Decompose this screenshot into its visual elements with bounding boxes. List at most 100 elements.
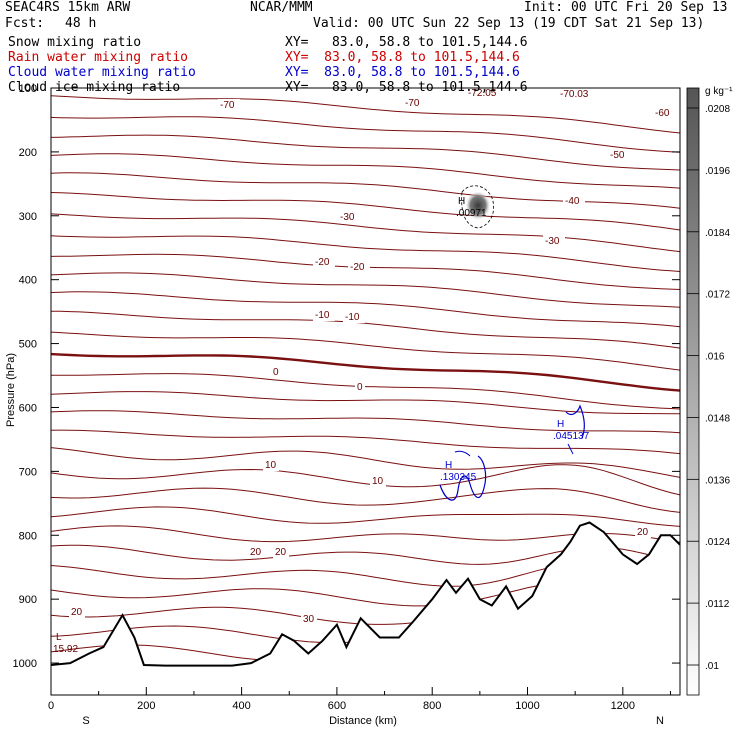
contour-label: -10 <box>315 310 330 321</box>
contour-label-bg <box>271 366 281 378</box>
x-tick-label: 0 <box>48 700 54 712</box>
isotherm-contour <box>50 116 681 153</box>
cloud-water-max-value-2: .045137 <box>553 431 590 442</box>
snow-max-shading <box>465 192 491 222</box>
colorbar-ticks: .0208 .0196 .0184 .0172 .016 .0148 .0136 .0124.… <box>687 104 730 672</box>
center-name: NCAR/MMM <box>250 0 313 15</box>
cloud-water-contours <box>439 404 586 501</box>
isotherm-contour <box>50 331 681 371</box>
isotherm-contour <box>50 134 681 171</box>
isotherm-contour <box>50 213 681 253</box>
field-label-ice: Cloud ice mixing ratio <box>8 80 181 95</box>
isotherm-contour <box>50 429 681 455</box>
colorbar-tick-label: .016 <box>705 352 725 363</box>
cloud-water-max-marker-1: H .130345 <box>440 460 477 483</box>
forecast-label: Fcst: <box>5 16 45 31</box>
x-tick-label: 800 <box>423 700 441 712</box>
cloud-water-contour-cap <box>454 450 471 457</box>
isotherm-contour <box>50 291 681 328</box>
contour-label: 0 <box>357 382 363 393</box>
cloud-water-max-marker-2: H .045137 <box>553 419 590 442</box>
y-tick-label: 800 <box>19 530 37 542</box>
cloud-water-contour-tail <box>567 443 574 455</box>
init-time: Init: 00 UTC Fri 20 Sep 13 <box>524 0 728 15</box>
x-tick-label: 1000 <box>515 700 539 712</box>
isotherm-contour <box>50 172 681 209</box>
isotherm-contour <box>50 95 681 134</box>
y-tick-label: 100 <box>19 83 37 95</box>
field-xy-rain: XY= 83.0, 58.8 to 101.5,144.6 <box>285 50 520 65</box>
colorbar-tick-label: .01 <box>705 661 719 672</box>
cloud-water-contour-low <box>439 455 487 501</box>
contour-label: -30 <box>545 236 560 247</box>
y-tick-label: 1000 <box>13 658 37 670</box>
field-label-cloud-water: Cloud water mixing ratio <box>8 65 196 80</box>
cloud-water-contour-mid <box>565 404 586 439</box>
y-tick-label: 900 <box>19 594 37 606</box>
temperature-min-letter: L <box>56 632 62 643</box>
temperature-min-marker: L 15.92 <box>53 632 78 655</box>
field-label-snow: Snow mixing ratio <box>8 35 142 50</box>
contour-label: 20 <box>637 527 649 538</box>
colorbar-tick-label: .0112 <box>705 599 730 610</box>
contour-label: 10 <box>372 476 384 487</box>
contour-label-bg <box>338 211 360 223</box>
plot-frame <box>50 87 681 696</box>
snow-max-value: .00971 <box>456 208 487 219</box>
x-tick-label: 200 <box>137 700 155 712</box>
isotherm-contour <box>50 153 681 189</box>
north-endpoint-label: N <box>656 715 664 727</box>
contour-label: 30 <box>303 614 315 625</box>
snow-max-marker: H .00971 <box>456 196 487 219</box>
y-axis-label: Pressure (hPa) <box>5 353 17 427</box>
contour-label: 20 <box>71 607 83 618</box>
contour-label: 20 <box>275 547 287 558</box>
contour-label: 0 <box>273 367 279 378</box>
valid-time: Valid: 00 UTC Sun 22 Sep 13 (19 CDT Sat … <box>313 16 705 31</box>
y-tick-label: 700 <box>19 466 37 478</box>
contour-label-bg <box>403 97 425 109</box>
y-tick-label: 200 <box>19 147 37 159</box>
colorbar-tick-label: .0124 <box>705 537 730 548</box>
colorbar-tick-label: .0196 <box>705 166 730 177</box>
isotherm-contour <box>50 192 681 231</box>
colorbar-tick-label: .0172 <box>705 290 730 301</box>
colorbar-ramp <box>686 87 700 696</box>
isotherm-contour <box>50 373 681 410</box>
contour-label-bg <box>218 99 240 111</box>
contour-label: 10 <box>265 460 277 471</box>
terrain-surface <box>50 521 681 667</box>
forecast-hour: 48 h <box>65 16 97 31</box>
contour-label: -72.05 <box>468 88 497 99</box>
field-xy-snow: XY= 83.0, 58.8 to 101.5,144.6 <box>285 35 528 50</box>
contour-label-bg <box>370 475 386 487</box>
contour-label: -10 <box>345 312 360 323</box>
cloud-water-max-value-1: .130345 <box>440 472 477 483</box>
contour-label-bg <box>466 87 506 99</box>
contour-label-bg <box>343 311 365 323</box>
contour-label: -20 <box>350 262 365 273</box>
isotherm-contour <box>50 506 681 527</box>
contour-label: -30 <box>340 212 355 223</box>
isotherm-contour <box>50 235 681 272</box>
contour-label: -20 <box>315 257 330 268</box>
temperature-min-value: 15.92 <box>53 644 78 655</box>
colorbar-units: g kg⁻¹ <box>705 86 733 97</box>
contour-label-bg <box>558 88 598 100</box>
contour-label: -70.03 <box>560 89 589 100</box>
contour-label-bg <box>608 149 630 161</box>
y-tick-label: 300 <box>19 211 37 223</box>
contour-label: 20 <box>250 547 262 558</box>
x-tick-label: 600 <box>328 700 346 712</box>
contour-label-bg <box>273 546 289 558</box>
south-endpoint-label: S <box>82 715 89 727</box>
snow-contour <box>461 185 495 229</box>
isotherm-contour <box>50 487 681 513</box>
colorbar-tick-label: .0136 <box>705 475 730 486</box>
isotherm-contour <box>50 464 681 496</box>
freezing-level-contour <box>50 352 681 392</box>
contour-label-bg <box>635 526 651 538</box>
contour-labels: -70 -70 -72.05 -70.03 -60 -50 -40 -30 -30 -20 -20 -… <box>69 87 675 625</box>
isotherm-contour <box>50 272 681 308</box>
